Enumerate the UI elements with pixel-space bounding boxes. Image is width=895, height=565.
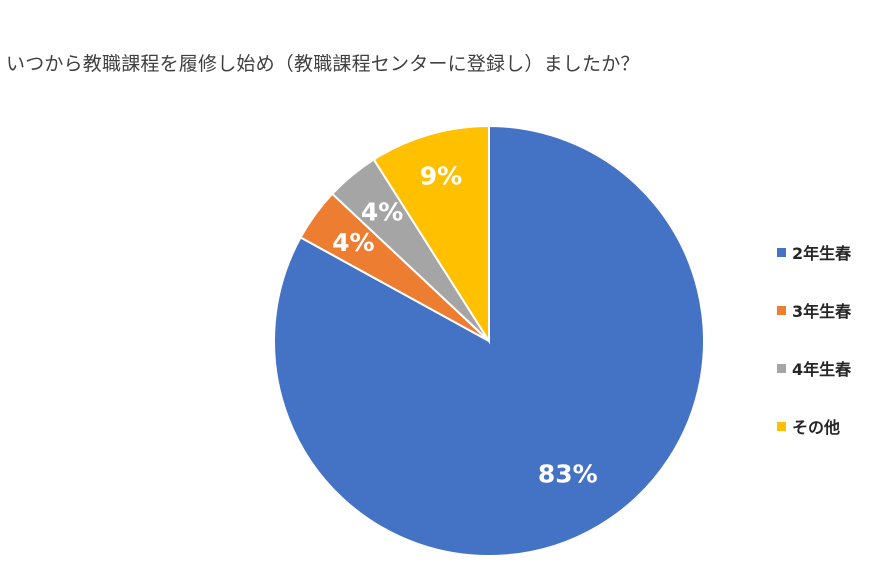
legend-swatch <box>777 363 786 373</box>
legend-label: 4年生春 <box>792 360 852 379</box>
data-label-3rd-year-spring: 4% <box>332 228 374 257</box>
legend: 2年生春 3年生春 4年生春 その他 <box>777 223 851 455</box>
legend-item-other: その他 <box>777 397 851 455</box>
legend-label: その他 <box>792 418 841 437</box>
legend-swatch <box>777 421 786 431</box>
legend-swatch <box>777 247 786 257</box>
data-label-2nd-year-spring: 83% <box>538 460 598 489</box>
data-label-4th-year-spring: 4% <box>361 197 403 226</box>
chart-title: いつから教職課程を履修し始め（教職課程センターに登録し）ましたか？ <box>6 53 640 75</box>
pie-slice-other <box>372 124 490 345</box>
legend-item-4th-year-spring: 4年生春 <box>777 339 851 397</box>
legend-swatch <box>777 305 786 315</box>
data-label-other: 9% <box>420 161 462 190</box>
legend-item-2nd-year-spring: 2年生春 <box>777 223 851 281</box>
legend-label: 3年生春 <box>792 302 852 321</box>
legend-label: 2年生春 <box>792 244 852 263</box>
pie-slice-2nd-year-spring <box>273 124 705 557</box>
legend-item-3rd-year-spring: 3年生春 <box>777 281 851 339</box>
